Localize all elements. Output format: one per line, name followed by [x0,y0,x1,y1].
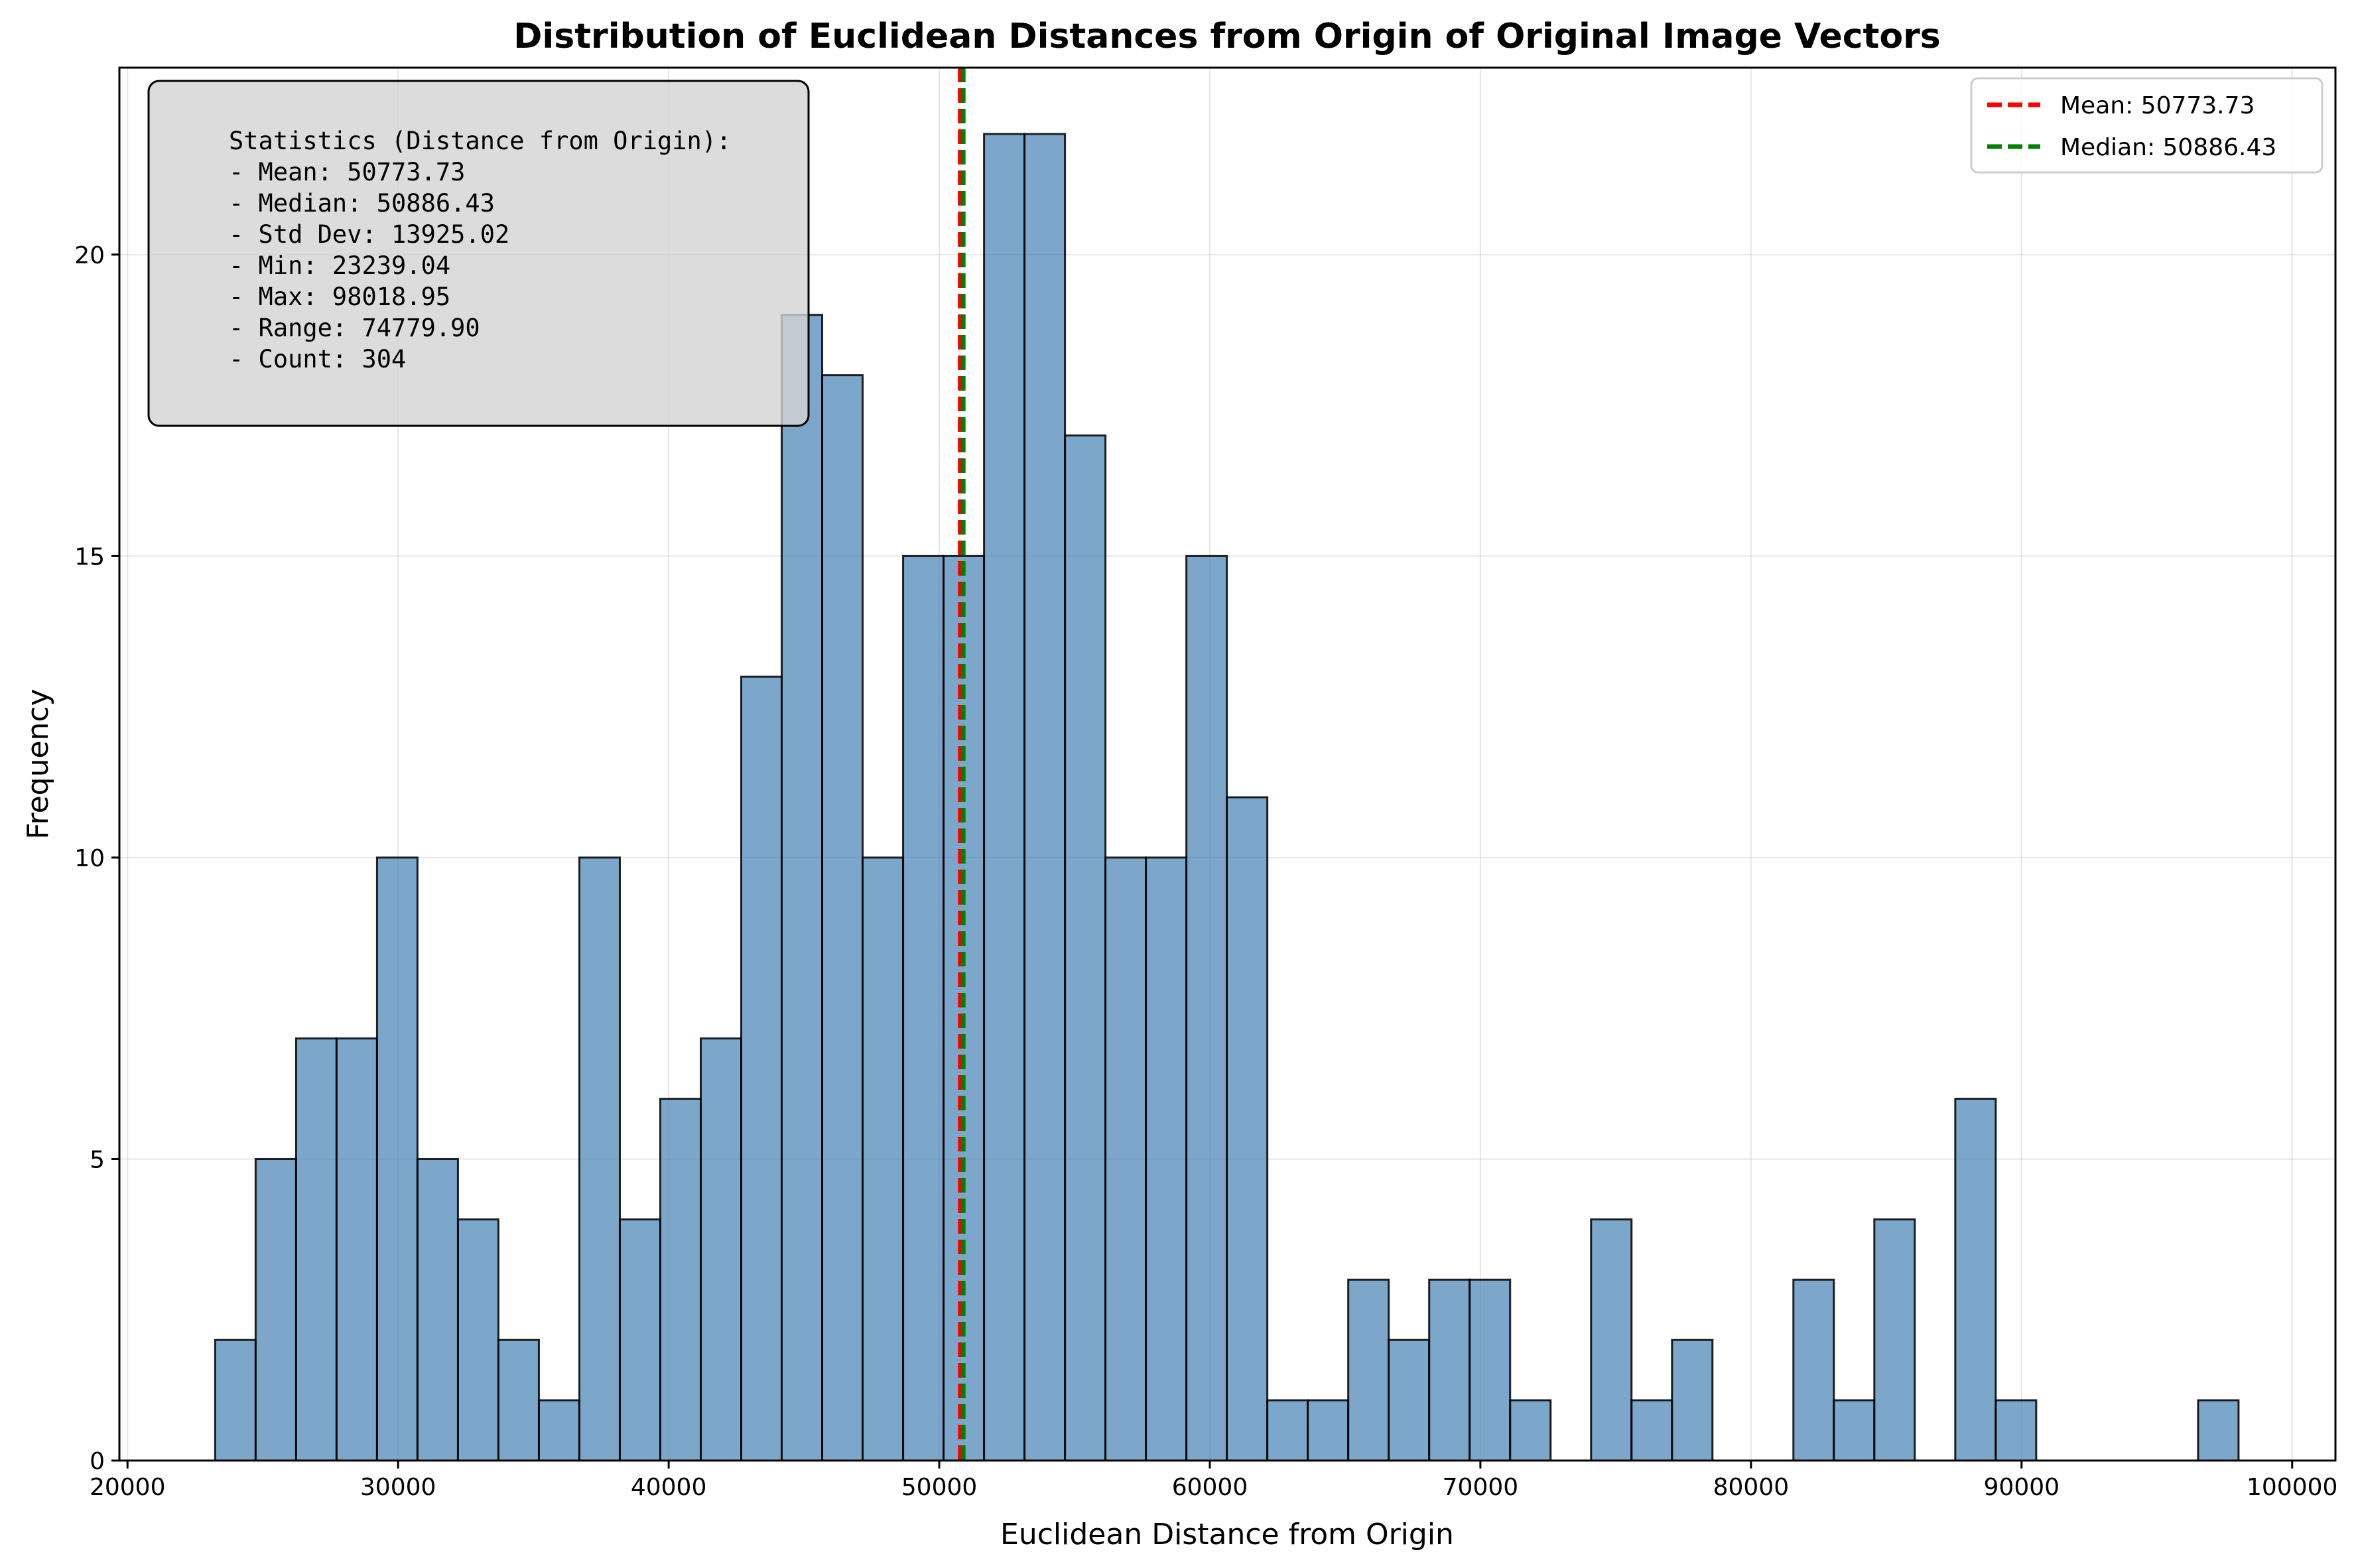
x-tick-label: 100000 [2247,1474,2337,1501]
x-tick-label: 20000 [90,1474,166,1501]
histogram-bar [1995,1399,2038,1462]
y-tick-label: 5 [90,1146,105,1173]
histogram-bar [335,1037,378,1462]
histogram-bar [1347,1278,1390,1462]
x-tick-label: 40000 [631,1474,707,1501]
histogram-bar [1388,1339,1431,1462]
histogram-bar [700,1037,743,1462]
histogram-bar [1671,1339,1714,1462]
histogram-bar [375,856,419,1462]
stats-line-6: - Range: 74779.90 [229,314,480,342]
histogram-bar [416,1157,459,1462]
histogram-bar [1185,555,1228,1462]
y-axis-label: Frequency [21,688,55,839]
stats-line-0: Statistics (Distance from Origin): [229,127,731,155]
stats-line-1: - Mean: 50773.73 [229,158,465,186]
axis-ticks: 20000 30000 40000 50000 60000 70000 80000 90000… [74,242,2337,1501]
histogram-bar [1428,1278,1471,1462]
y-tick-label: 20 [74,242,105,269]
stats-line-5: - Max: 98018.95 [229,283,450,311]
histogram-bar [1792,1278,1835,1462]
legend-median-label: Median: 50886.43 [2060,134,2276,161]
y-tick-label: 0 [90,1448,105,1475]
y-tick-label: 10 [74,845,105,872]
chart-title: Distribution of Euclidean Distances from… [513,17,1940,56]
histogram-bar [1266,1399,1309,1462]
histogram-bar [821,374,864,1462]
histogram-bar [1064,434,1107,1462]
reference-lines [958,68,966,1461]
histogram-bar [1873,1218,1916,1462]
histogram-bar [1833,1399,1876,1462]
histogram-bars [214,133,2240,1462]
x-tick-label: 50000 [901,1474,978,1501]
histogram-bar [1630,1399,1673,1462]
histogram-bar [618,1218,661,1462]
histogram-bar [659,1098,702,1462]
x-tick-label: 30000 [360,1474,436,1501]
stats-box: Statistics (Distance from Origin): - Mea… [147,80,810,427]
histogram-bar [456,1218,499,1462]
histogram-bar [2197,1399,2240,1462]
stats-line-3: - Std Dev: 13925.02 [229,220,509,249]
histogram-bar [1104,856,1147,1462]
histogram-bar [1469,1278,1512,1462]
histogram-bar [1145,856,1188,1462]
stats-line-7: - Count: 304 [229,345,406,373]
stats-box-background [147,80,810,427]
stats-line-2: - Median: 50886.43 [229,189,495,218]
legend: Mean: 50773.73 Median: 50886.43 [1970,77,2323,174]
histogram-bar [902,555,945,1462]
x-tick-label: 70000 [1443,1474,1519,1501]
x-axis-label: Euclidean Distance from Origin [1000,1518,1454,1551]
histogram-bar [781,314,824,1462]
histogram-bar [740,675,783,1462]
histogram-bar [983,133,1026,1462]
histogram-bar [214,1339,257,1462]
histogram-bar [294,1037,338,1462]
histogram-bar [1509,1399,1552,1462]
plot-frame [118,66,2337,1462]
legend-box [1970,77,2323,174]
y-tick-label: 15 [74,543,105,570]
x-tick-label: 90000 [1984,1474,2060,1501]
histogram-bar [1954,1098,1997,1462]
histogram-bar [254,1157,297,1462]
histogram-bar [1023,133,1067,1462]
histogram-bar [1590,1218,1633,1462]
legend-mean-label: Mean: 50773.73 [2060,92,2255,119]
x-tick-label: 80000 [1713,1474,1790,1501]
x-tick-label: 60000 [1172,1474,1248,1501]
histogram-bar [537,1399,580,1462]
histogram-bar [1226,796,1269,1462]
histogram-bar [578,856,621,1462]
stats-line-4: - Min: 23239.04 [229,251,450,280]
histogram-bar [1307,1399,1350,1462]
histogram-bar [862,856,905,1462]
histogram-bar [497,1339,540,1462]
